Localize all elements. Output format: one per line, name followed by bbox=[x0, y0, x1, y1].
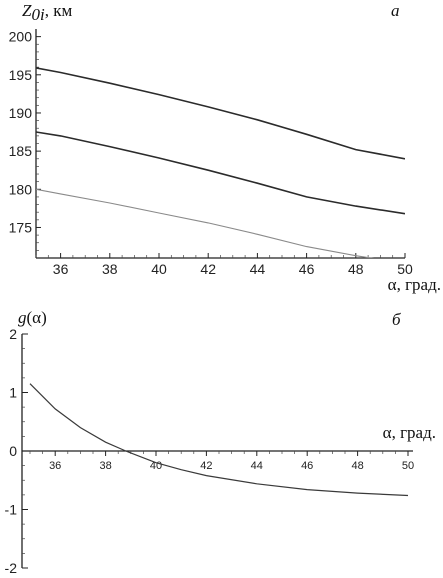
panel-a-series-line-3 bbox=[36, 188, 375, 258]
panel-a-x-tick-label: 38 bbox=[102, 261, 118, 277]
panel-b-x-tick-label: 48 bbox=[351, 460, 363, 472]
panel-a-x-tick-label: 36 bbox=[53, 261, 69, 277]
panel-b-y-tick-label: 0 bbox=[9, 443, 17, 459]
panel-b-x-ticks: 36 38 40 42 44 46 48 50 bbox=[29, 451, 414, 472]
panel-b-x-tick-label: 40 bbox=[150, 460, 162, 472]
panel-b-series-line-1 bbox=[29, 383, 409, 497]
panel-b-y-tick-label: -1 bbox=[5, 502, 18, 518]
panel-b-y-tick-label: -2 bbox=[5, 560, 18, 576]
panel-a-y-tick-label: 185 bbox=[9, 143, 33, 159]
panel-b-x-tick-label: 50 bbox=[402, 460, 414, 472]
panel-b-series bbox=[29, 383, 409, 497]
panel-a-x-tick-label: 40 bbox=[151, 261, 167, 277]
panel-a-x-tick-label: 50 bbox=[397, 261, 413, 277]
panel-b-x-tick-label: 46 bbox=[301, 460, 313, 472]
panel-a-series bbox=[36, 67, 405, 258]
panel-a-series-line-1 bbox=[36, 67, 405, 160]
panel-a-y-tick-label: 175 bbox=[9, 219, 33, 235]
panel-a-x-tick-label: 48 bbox=[348, 261, 364, 277]
panel-a-y-tick-label: 190 bbox=[9, 105, 33, 121]
panel-a-y-tick-label: 195 bbox=[9, 67, 33, 83]
panel-a-x-tick-label: 46 bbox=[299, 261, 315, 277]
panel-b-x-tick-label: 44 bbox=[251, 460, 263, 472]
panel-a-y-tick-label: 180 bbox=[9, 181, 33, 197]
panel-a: 175 180 185 190 195 200 36 38 40 42 44 46 48 50 Z0i,… bbox=[9, 1, 441, 294]
panel-a-x-tick-label: 42 bbox=[200, 261, 216, 277]
panel-a-xlabel: α, град. bbox=[388, 275, 441, 294]
panel-b-x-tick-label: 36 bbox=[49, 460, 61, 472]
panel-a-x-ticks: 36 38 40 42 44 46 48 50 bbox=[35, 253, 413, 277]
panel-a-letter: a bbox=[391, 1, 400, 20]
panel-a-series-line-2 bbox=[36, 131, 405, 215]
panel-a-x-tick-label: 44 bbox=[250, 261, 266, 277]
panel-b-y-ticks: 2 1 0 -1 -2 bbox=[5, 326, 28, 576]
panel-a-ylabel: Z0i, км bbox=[22, 1, 72, 24]
panel-b-x-tick-label: 42 bbox=[200, 460, 212, 472]
panel-b-ylabel: g(α) bbox=[18, 308, 47, 327]
panel-b-letter: б bbox=[392, 310, 401, 329]
panel-b: 2 1 0 -1 -2 36 38 40 42 44 46 48 50 g(α) б α, град. bbox=[5, 308, 436, 576]
panel-a-y-tick-label: 200 bbox=[9, 29, 33, 45]
panel-b-y-tick-label: 1 bbox=[9, 385, 17, 401]
panel-b-xlabel: α, град. bbox=[383, 423, 436, 442]
panel-a-y-ticks: 175 180 185 190 195 200 bbox=[9, 29, 41, 251]
panel-b-x-tick-label: 38 bbox=[99, 460, 111, 472]
panel-b-y-tick-label: 2 bbox=[9, 326, 17, 342]
